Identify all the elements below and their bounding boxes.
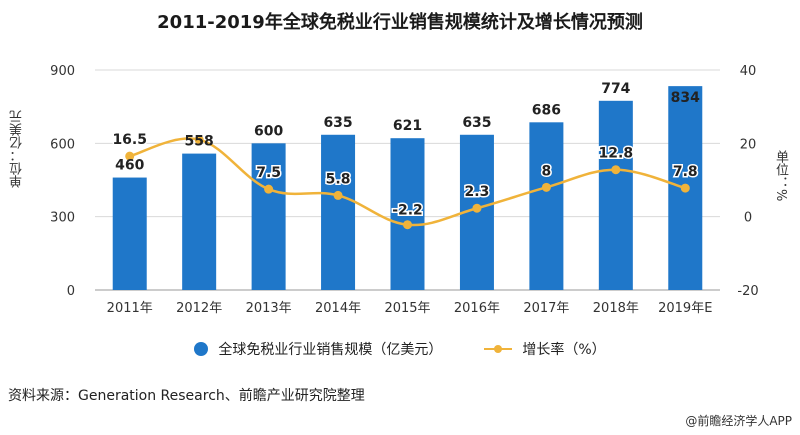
legend-line-marker <box>484 342 513 356</box>
x-tick-label: 2013年 <box>246 301 292 316</box>
growth-point <box>125 151 135 161</box>
growth-point <box>264 184 274 194</box>
growth-value-label: 16.5 <box>112 132 147 148</box>
bar-value-label: 774 <box>601 81 630 97</box>
x-tick-label: 2018年 <box>593 301 639 316</box>
growth-point <box>194 135 204 145</box>
legend-bar-marker <box>194 342 209 356</box>
growth-value-label: 5.8 <box>326 171 351 187</box>
y-right-tick-label: 40 <box>740 64 757 79</box>
bar <box>112 177 147 290</box>
y-right-tick-label: -20 <box>737 284 758 299</box>
bar-value-label: 686 <box>532 102 561 118</box>
y-axis-right-label: 单位：% <box>773 150 788 202</box>
bar-value-label: 621 <box>393 118 422 134</box>
x-tick-label: 2019年E <box>658 301 712 316</box>
bar <box>321 134 356 290</box>
y-right-tick-label: 20 <box>740 137 757 152</box>
x-tick-label: 2015年 <box>384 301 430 316</box>
bar <box>182 153 217 290</box>
growth-point <box>472 203 482 213</box>
y-left-tick-label: 0 <box>67 284 75 299</box>
bar-value-label: 460 <box>115 158 144 174</box>
bar <box>598 100 633 290</box>
y-left-tick-label: 900 <box>50 64 75 79</box>
brand-watermark: @前瞻经济学人APP <box>685 414 792 428</box>
legend: 全球免税业行业销售规模（亿美元） 增长率（%） <box>0 339 800 359</box>
bar <box>390 138 425 290</box>
growth-point <box>403 220 412 230</box>
bar-value-label: 558 <box>185 134 214 150</box>
x-tick-label: 2017年 <box>523 301 569 316</box>
growth-value-label: 7.5 <box>256 165 281 181</box>
bar <box>251 143 286 290</box>
growth-value-label: -2.2 <box>392 203 423 219</box>
y-left-tick-label: 600 <box>50 137 75 152</box>
growth-value-label: 7.8 <box>673 164 698 180</box>
chart-title: 2011-2019年全球免税业行业销售规模统计及增长情况预测 <box>157 12 643 33</box>
legend-line-label: 增长率（%） <box>522 342 606 358</box>
growth-point <box>611 165 621 175</box>
growth-value-label: 2.3 <box>465 184 490 200</box>
x-tick-label: 2014年 <box>315 301 361 316</box>
bar-value-label: 834 <box>671 90 700 106</box>
y-right-tick-label: 0 <box>744 211 752 226</box>
x-tick-label: 2012年 <box>176 301 222 316</box>
legend-item-line: 增长率（%） <box>484 339 606 359</box>
growth-point <box>333 190 343 200</box>
bar-value-label: 635 <box>323 115 352 131</box>
growth-value-label: 8 <box>542 163 552 179</box>
growth-value-label: 12.8 <box>599 146 634 162</box>
x-tick-label: 2011年 <box>107 301 153 316</box>
growth-point <box>541 182 551 192</box>
bar <box>529 122 564 290</box>
legend-bar-label: 全球免税业行业销售规模（亿美元） <box>218 342 443 358</box>
y-left-tick-label: 300 <box>50 211 75 226</box>
legend-item-bar: 全球免税业行业销售规模（亿美元） <box>194 339 442 359</box>
source-note: 资料来源：Generation Research、前瞻产业研究院整理 <box>8 388 365 404</box>
bar-value-label: 635 <box>462 115 491 131</box>
x-tick-label: 2016年 <box>454 301 500 316</box>
bar-value-label: 600 <box>254 123 283 139</box>
growth-point <box>680 183 690 193</box>
